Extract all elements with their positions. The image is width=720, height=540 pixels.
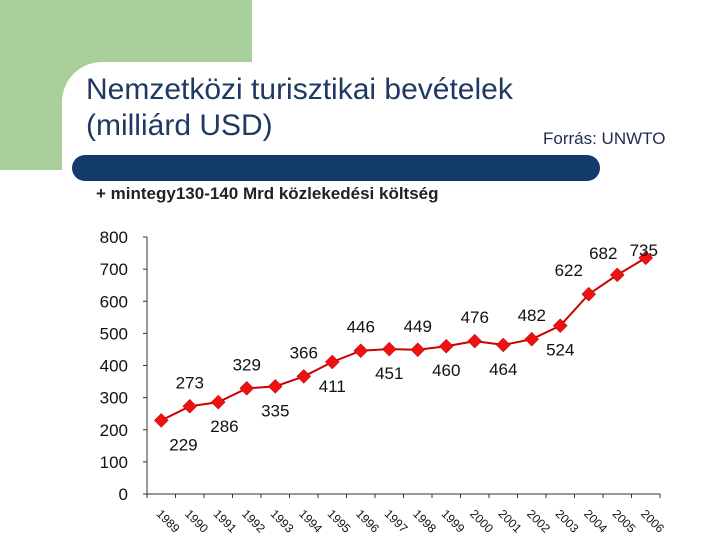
data-point-marker	[467, 333, 483, 349]
x-tick-label: 1996	[353, 507, 382, 536]
data-point-marker	[638, 250, 654, 266]
x-tick-label: 2003	[553, 507, 582, 536]
data-point-marker	[267, 379, 283, 394]
data-point-marker	[353, 343, 369, 359]
data-point-marker	[581, 286, 597, 302]
data-point-marker	[296, 369, 312, 384]
data-label: 476	[461, 308, 489, 327]
data-label: 335	[261, 401, 289, 420]
y-tick-label: 600	[100, 292, 128, 311]
y-tick-label: 400	[100, 357, 128, 376]
data-label: 682	[589, 244, 617, 263]
title-line-1: Nemzetközi turisztikai bevételek	[86, 73, 513, 106]
data-point-marker	[495, 337, 511, 353]
y-tick-label: 700	[100, 260, 128, 279]
data-label: 286	[210, 417, 238, 436]
data-label: 464	[489, 360, 517, 379]
data-label: 524	[546, 341, 574, 360]
data-label: 411	[319, 377, 346, 396]
title-divider-bar	[72, 155, 600, 181]
x-tick-label: 1993	[268, 507, 297, 536]
data-label: 482	[518, 306, 546, 325]
data-point-marker	[324, 354, 340, 370]
subtitle-note: + mintegy130-140 Mrd közlekedési költség	[96, 184, 439, 203]
data-point-marker	[239, 380, 255, 396]
data-point-marker	[210, 394, 226, 410]
data-point-marker	[552, 318, 568, 334]
data-point-marker	[410, 342, 426, 358]
data-label: 446	[347, 318, 375, 337]
x-tick-label: 2001	[496, 507, 525, 536]
title-line-2: (milliárd USD)	[86, 109, 273, 142]
y-tick-label: 800	[100, 228, 128, 247]
data-point-marker	[609, 267, 625, 283]
source-label: Forrás: UNWTO	[543, 129, 666, 148]
slide-content-area	[62, 62, 720, 540]
x-tick-label: 2002	[524, 507, 553, 536]
x-tick-label: 1999	[439, 507, 468, 536]
data-label: 229	[169, 435, 197, 454]
x-tick-label: 2006	[638, 507, 667, 536]
series-line	[160, 257, 647, 422]
data-label: 735	[630, 241, 658, 260]
data-label: 273	[176, 373, 204, 392]
data-point-marker	[381, 341, 397, 357]
data-label: 622	[555, 261, 583, 280]
data-label: 449	[404, 317, 432, 336]
y-tick-label: 500	[100, 324, 128, 343]
data-label: 460	[432, 361, 460, 380]
y-tick-label: 300	[100, 389, 128, 408]
data-label: 329	[233, 355, 261, 374]
x-tick-label: 1998	[410, 507, 439, 536]
data-point-marker	[153, 413, 169, 428]
x-tick-label: 1991	[211, 507, 240, 536]
y-tick-label: 0	[119, 485, 128, 504]
x-tick-label: 1994	[296, 507, 325, 536]
slide-title: Nemzetközi turisztikai bevételek (milliá…	[86, 72, 513, 144]
x-tick-label: 1997	[382, 507, 411, 536]
x-tick-label: 1989	[154, 507, 183, 536]
x-tick-label: 2005	[610, 507, 639, 536]
data-label: 451	[375, 364, 403, 383]
x-tick-label: 2000	[467, 507, 496, 536]
x-tick-label: 1990	[182, 507, 211, 536]
data-point-marker	[438, 338, 454, 354]
y-tick-label: 100	[100, 453, 128, 472]
data-label: 366	[290, 343, 318, 362]
data-point-marker	[182, 398, 198, 414]
x-tick-label: 1992	[239, 507, 268, 536]
y-tick-label: 200	[100, 421, 128, 440]
x-tick-label: 1995	[325, 507, 354, 536]
data-point-marker	[524, 331, 540, 347]
x-tick-label: 2004	[581, 507, 610, 536]
